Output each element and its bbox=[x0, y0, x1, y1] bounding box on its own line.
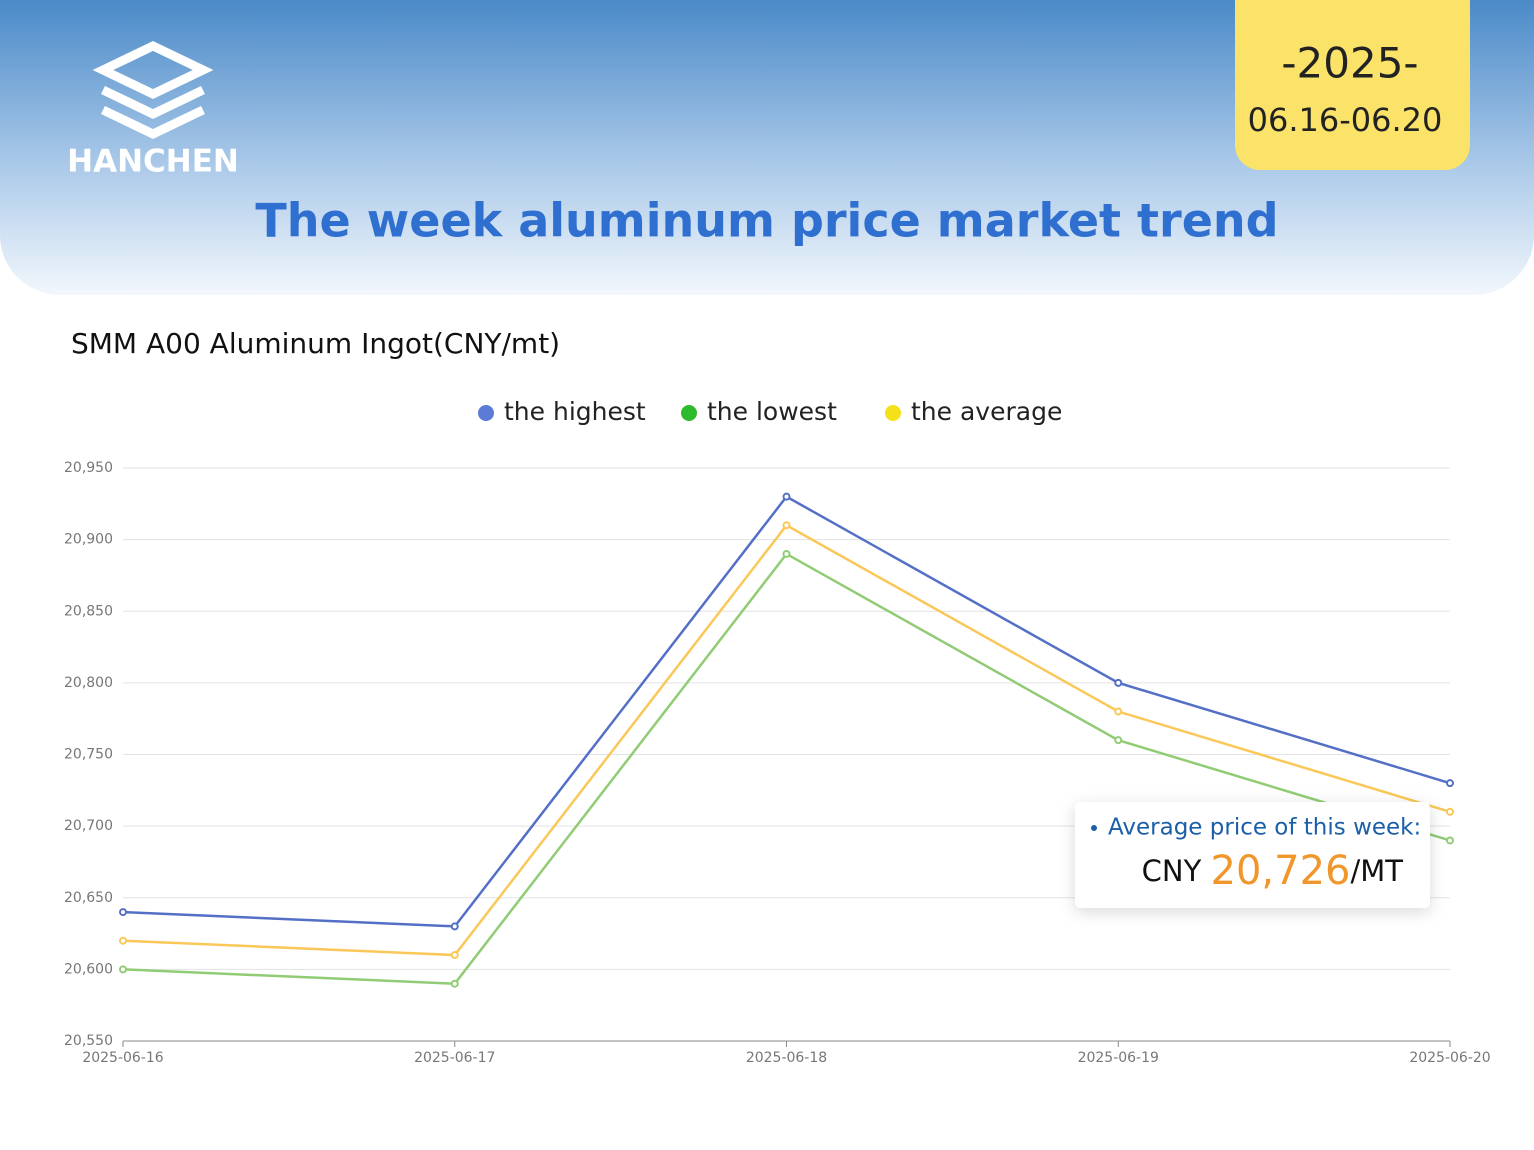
headline: The week aluminum price market trend bbox=[255, 194, 1278, 248]
x-tick-label: 2025-06-19 bbox=[1078, 1050, 1159, 1066]
point bbox=[782, 521, 791, 530]
point bbox=[450, 922, 459, 931]
legend-label: the highest bbox=[504, 397, 646, 426]
point bbox=[1114, 707, 1123, 716]
y-tick-label: 20,550 bbox=[64, 1033, 113, 1049]
x-tick-label: 2025-06-18 bbox=[746, 1050, 827, 1066]
price: 20,726 bbox=[1211, 848, 1351, 894]
y-tick-label: 20,800 bbox=[64, 675, 113, 691]
point bbox=[1446, 807, 1454, 816]
currency: CNY bbox=[1142, 854, 1202, 888]
legend-dot bbox=[885, 405, 901, 421]
y-tick-label: 20,650 bbox=[64, 890, 113, 906]
y-tick-label: 20,600 bbox=[64, 961, 113, 977]
logo-mark bbox=[92, 41, 214, 139]
callout-box bbox=[1075, 802, 1430, 908]
point bbox=[450, 951, 459, 960]
y-tick-label: 20,850 bbox=[64, 603, 113, 619]
x-tick-label: 2025-06-16 bbox=[82, 1050, 163, 1066]
point bbox=[782, 549, 791, 558]
point bbox=[1446, 836, 1454, 845]
bullet bbox=[1091, 825, 1097, 831]
point bbox=[119, 908, 127, 917]
point bbox=[450, 979, 459, 988]
point bbox=[1446, 779, 1454, 788]
y-tick-label: 20,900 bbox=[64, 532, 113, 548]
legend-dot bbox=[681, 405, 697, 421]
date-range: 06.16-06.20 bbox=[1248, 101, 1443, 139]
point bbox=[1114, 678, 1123, 687]
date-box bbox=[1235, 0, 1470, 170]
series-line bbox=[122, 552, 1451, 985]
logo-text: HANCHEN bbox=[67, 144, 239, 180]
point bbox=[1114, 736, 1123, 745]
point bbox=[119, 936, 127, 945]
plot: 20,550 20,600 20,650 20,700 20,750 20,800 20,8… bbox=[64, 397, 1491, 1066]
y-tick-label: 20,700 bbox=[64, 818, 113, 834]
point bbox=[782, 492, 791, 501]
legend-label: the average bbox=[911, 397, 1062, 426]
year: -2025- bbox=[1281, 39, 1418, 88]
x-tick-label: 2025-06-20 bbox=[1409, 1050, 1490, 1066]
chart-title: SMM A00 Aluminum Ingot(CNY/mt) bbox=[71, 327, 560, 360]
legend-dot bbox=[478, 405, 494, 421]
y-tick-label: 20,950 bbox=[64, 460, 113, 476]
point bbox=[119, 965, 127, 974]
callout-price: CNY 20,726/MT bbox=[1142, 848, 1404, 894]
x-tick-label: 2025-06-17 bbox=[414, 1050, 495, 1066]
legend-label: the lowest bbox=[707, 397, 837, 426]
unit: /MT bbox=[1350, 854, 1403, 888]
header-band bbox=[0, 0, 1534, 295]
callout: Average price of this week: CNY 20,726/M… bbox=[1075, 802, 1430, 908]
callout-label: Average price of this week: bbox=[1108, 815, 1421, 841]
y-tick-label: 20,750 bbox=[64, 747, 113, 763]
